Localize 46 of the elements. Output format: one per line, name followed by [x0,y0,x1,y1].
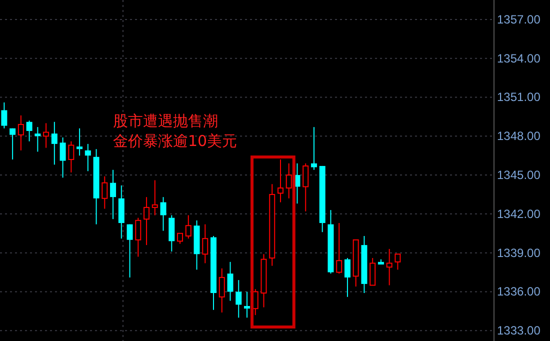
candlestick [286,162,292,199]
candlestick [110,169,116,220]
candlestick [386,248,392,286]
candlestick [344,258,350,298]
candlestick [102,176,108,210]
y-tick-label: 1336.00 [497,284,541,299]
y-tick-label: 1345.00 [497,168,541,182]
candlestick [168,214,175,252]
candlestick [10,128,16,160]
candlestick [126,224,133,278]
candlestick [310,126,317,170]
candlestick [202,224,208,264]
y-tick-label: 1357.00 [497,12,541,26]
candlestick [244,291,250,318]
candlestick [185,214,192,240]
candlestick [336,222,342,274]
y-tick-label: 1348.00 [497,129,541,144]
candlestick [60,136,66,178]
candlestick [135,217,142,258]
candlestick [160,196,166,232]
candlestick [43,122,50,148]
candlestick [1,102,8,129]
annotation: 股市遭遇抛售潮 [113,112,218,130]
candlestick [51,121,58,166]
candlestick [144,196,150,246]
candlestick [302,162,309,212]
candlestick [18,114,24,151]
candlestick [236,280,242,318]
candlestick [26,120,32,142]
y-tick-label: 1354.00 [497,51,541,66]
y-tick-label: 1351.00 [497,90,541,104]
candlestick [227,261,234,302]
candlestick [34,126,41,152]
candlestick [84,143,91,172]
candlestick [370,258,376,286]
annotation: 金价暴涨逾10美元 [113,132,238,150]
y-tick-label: 1339.00 [497,246,541,260]
candlestick [218,268,225,313]
candlestick [76,128,83,156]
candlestick [177,232,184,244]
candlestick [277,158,284,203]
y-tick-label: 1342.00 [497,206,541,221]
candlestick [394,254,401,270]
y-tick-label: 1333.00 [497,324,541,338]
candlestick [152,180,158,216]
candlestick [68,140,74,173]
